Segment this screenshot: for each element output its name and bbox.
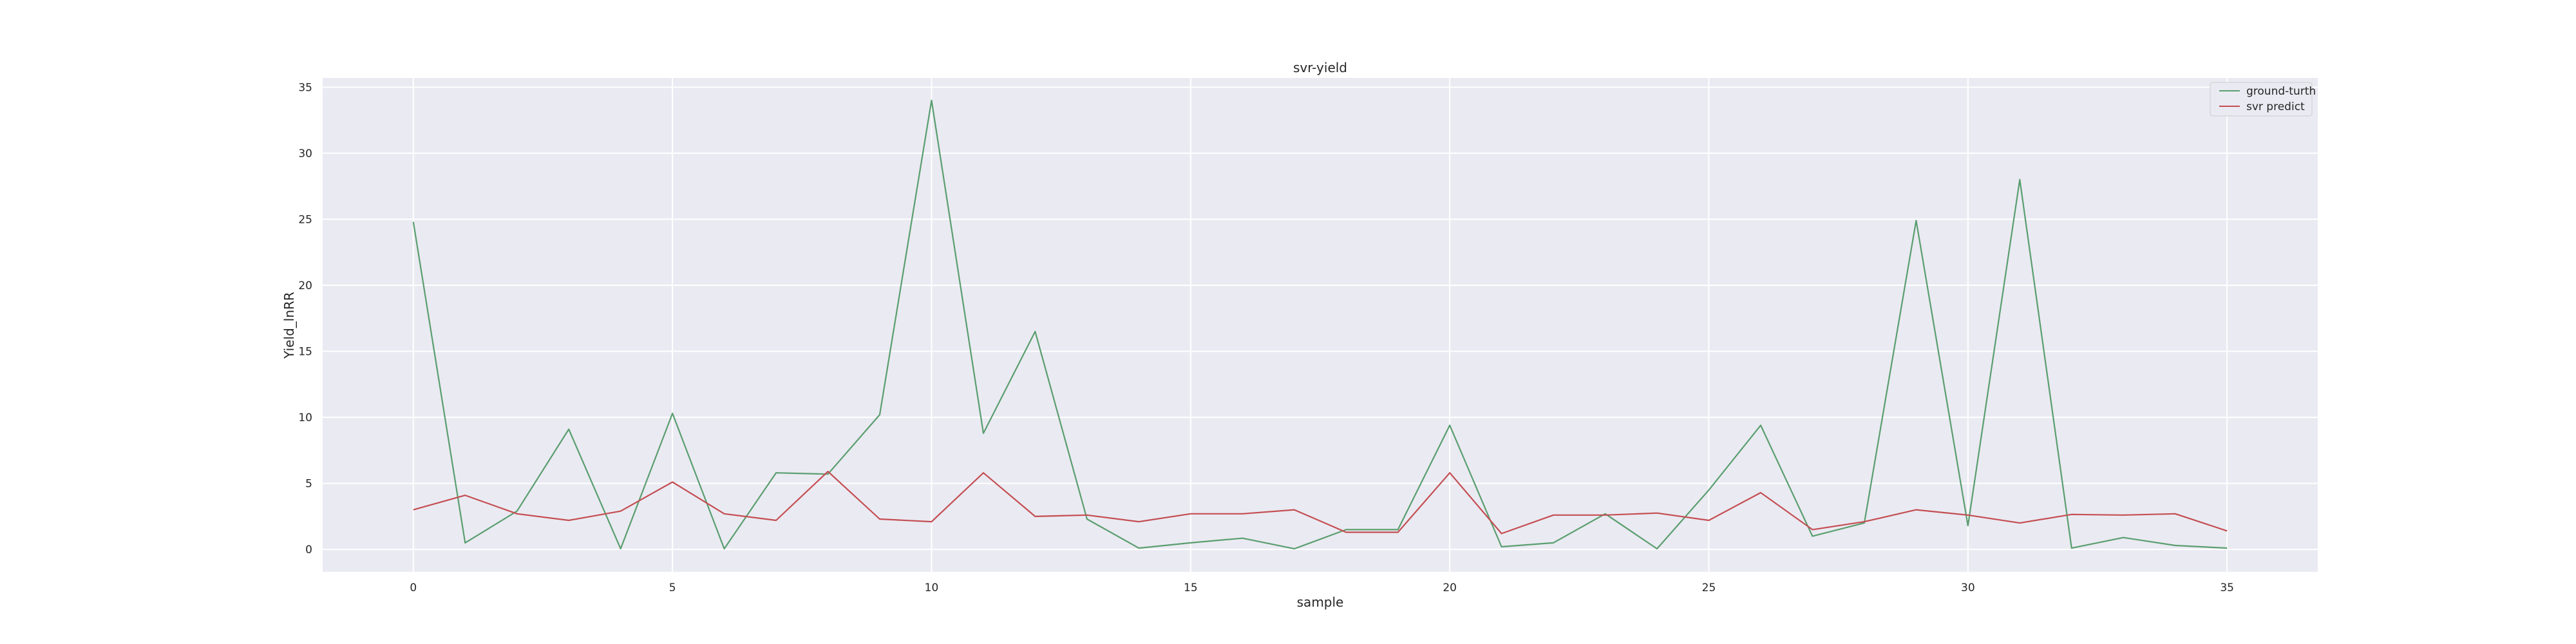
x-tick-label: 0 (410, 582, 417, 594)
legend: ground-turth svr predict (2210, 82, 2316, 117)
y-tick-label: 30 (298, 147, 312, 160)
plot-background (323, 78, 2318, 572)
chart-title: svr-yield (1293, 60, 1347, 75)
y-axis-label: Yield_lnRR (281, 292, 297, 359)
series-line-svr-predict (413, 470, 2228, 535)
y-tick-label: 0 (305, 544, 312, 556)
legend-label-ground-turth: ground-turth (2246, 85, 2316, 98)
x-tick-label: 15 (1184, 582, 1198, 594)
series-line-ground-turth (412, 99, 2228, 550)
x-tick-label: 35 (2220, 582, 2234, 594)
y-tick-label: 20 (298, 279, 312, 292)
y-tick-label: 5 (305, 478, 312, 491)
y-tick-label: 10 (298, 412, 312, 424)
x-axis-label: sample (1297, 594, 1344, 610)
x-tick-label: 20 (1443, 582, 1457, 594)
x-tick-label: 25 (1702, 582, 1716, 594)
grid (323, 78, 2318, 572)
legend-label-svr-predict: svr predict (2246, 100, 2305, 113)
x-tick-label: 5 (669, 582, 676, 594)
tick-labels: 0 5 10 15 20 25 30 35 0 5 10 15 20 25 30 35 (298, 81, 2234, 594)
y-tick-label: 15 (298, 346, 312, 359)
x-tick-label: 10 (925, 582, 939, 594)
y-tick-label: 25 (298, 213, 312, 226)
series-lines (412, 99, 2228, 550)
x-tick-label: 30 (1961, 582, 1975, 594)
y-tick-label: 35 (298, 81, 312, 94)
